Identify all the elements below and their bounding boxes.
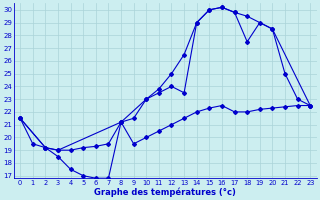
X-axis label: Graphe des températures (°c): Graphe des températures (°c) — [94, 187, 236, 197]
